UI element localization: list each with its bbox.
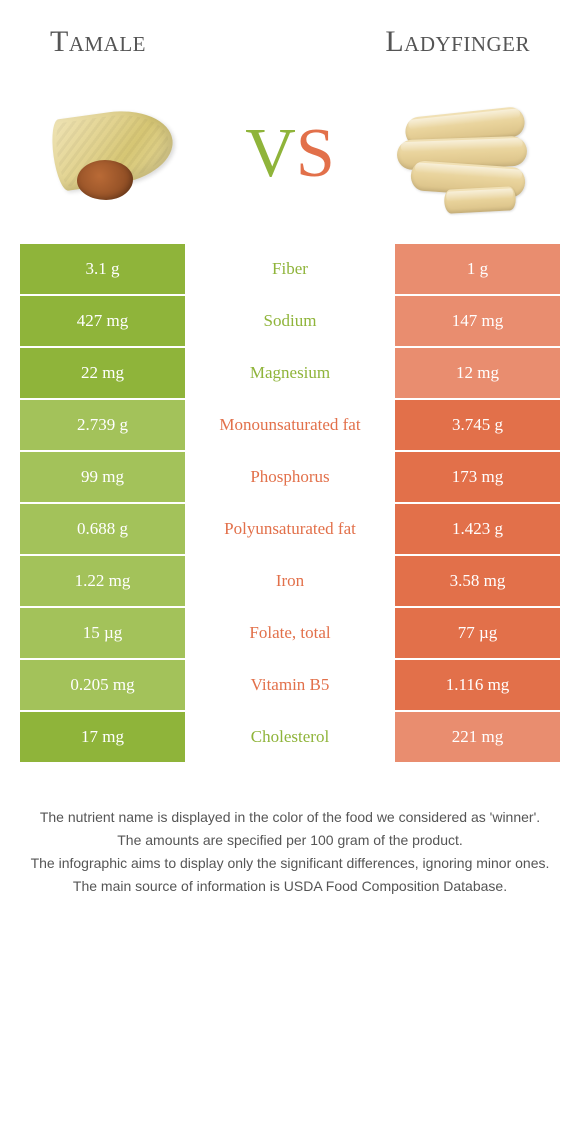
right-value-cell: 1 g — [395, 244, 560, 294]
footer-line: The amounts are specified per 100 gram o… — [30, 830, 550, 851]
vs-v-letter: V — [245, 114, 296, 194]
nutrient-label-cell: Phosphorus — [185, 452, 395, 502]
ladyfinger-shape — [444, 186, 517, 214]
nutrient-label-cell: Fiber — [185, 244, 395, 294]
nutrition-table: 3.1 gFiber1 g427 mgSodium147 mg22 mgMagn… — [20, 244, 560, 762]
right-value-cell: 147 mg — [395, 296, 560, 346]
left-value-cell: 0.688 g — [20, 504, 185, 554]
table-row: 15 µgFolate, total77 µg — [20, 608, 560, 658]
right-value-cell: 12 mg — [395, 348, 560, 398]
right-value-cell: 221 mg — [395, 712, 560, 762]
infographic-container: Tamale Ladyfinger VS 3.1 gFiber1 g427 mg… — [0, 0, 580, 1144]
vs-s-letter: S — [296, 114, 335, 194]
footer-line: The infographic aims to display only the… — [30, 853, 550, 874]
header-row: Tamale Ladyfinger — [0, 0, 580, 74]
footer-line: The nutrient name is displayed in the co… — [30, 807, 550, 828]
nutrient-label-cell: Vitamin B5 — [185, 660, 395, 710]
left-value-cell: 0.205 mg — [20, 660, 185, 710]
right-value-cell: 1.116 mg — [395, 660, 560, 710]
right-value-cell: 77 µg — [395, 608, 560, 658]
table-row: 99 mgPhosphorus173 mg — [20, 452, 560, 502]
table-row: 17 mgCholesterol221 mg — [20, 712, 560, 762]
ladyfinger-image — [385, 94, 545, 214]
nutrient-label-cell: Folate, total — [185, 608, 395, 658]
right-value-cell: 3.745 g — [395, 400, 560, 450]
vs-label: VS — [245, 114, 335, 194]
footer-notes: The nutrient name is displayed in the co… — [0, 762, 580, 897]
left-value-cell: 3.1 g — [20, 244, 185, 294]
table-row: 427 mgSodium147 mg — [20, 296, 560, 346]
table-row: 0.688 gPolyunsaturated fat1.423 g — [20, 504, 560, 554]
left-value-cell: 2.739 g — [20, 400, 185, 450]
footer-line: The main source of information is USDA F… — [30, 876, 550, 897]
nutrient-label-cell: Polyunsaturated fat — [185, 504, 395, 554]
left-value-cell: 99 mg — [20, 452, 185, 502]
nutrient-label-cell: Sodium — [185, 296, 395, 346]
image-vs-row: VS — [0, 74, 580, 244]
left-value-cell: 15 µg — [20, 608, 185, 658]
right-value-cell: 3.58 mg — [395, 556, 560, 606]
table-row: 22 mgMagnesium12 mg — [20, 348, 560, 398]
nutrient-label-cell: Monounsaturated fat — [185, 400, 395, 450]
right-value-cell: 173 mg — [395, 452, 560, 502]
left-value-cell: 17 mg — [20, 712, 185, 762]
nutrient-label-cell: Magnesium — [185, 348, 395, 398]
table-row: 1.22 mgIron3.58 mg — [20, 556, 560, 606]
left-food-title: Tamale — [50, 25, 146, 59]
left-value-cell: 427 mg — [20, 296, 185, 346]
right-food-title: Ladyfinger — [385, 25, 530, 59]
table-row: 3.1 gFiber1 g — [20, 244, 560, 294]
table-row: 0.205 mgVitamin B51.116 mg — [20, 660, 560, 710]
tamale-filling-shape — [77, 160, 133, 200]
tamale-image — [35, 94, 195, 214]
nutrient-label-cell: Cholesterol — [185, 712, 395, 762]
nutrient-label-cell: Iron — [185, 556, 395, 606]
left-value-cell: 22 mg — [20, 348, 185, 398]
right-value-cell: 1.423 g — [395, 504, 560, 554]
left-value-cell: 1.22 mg — [20, 556, 185, 606]
table-row: 2.739 gMonounsaturated fat3.745 g — [20, 400, 560, 450]
